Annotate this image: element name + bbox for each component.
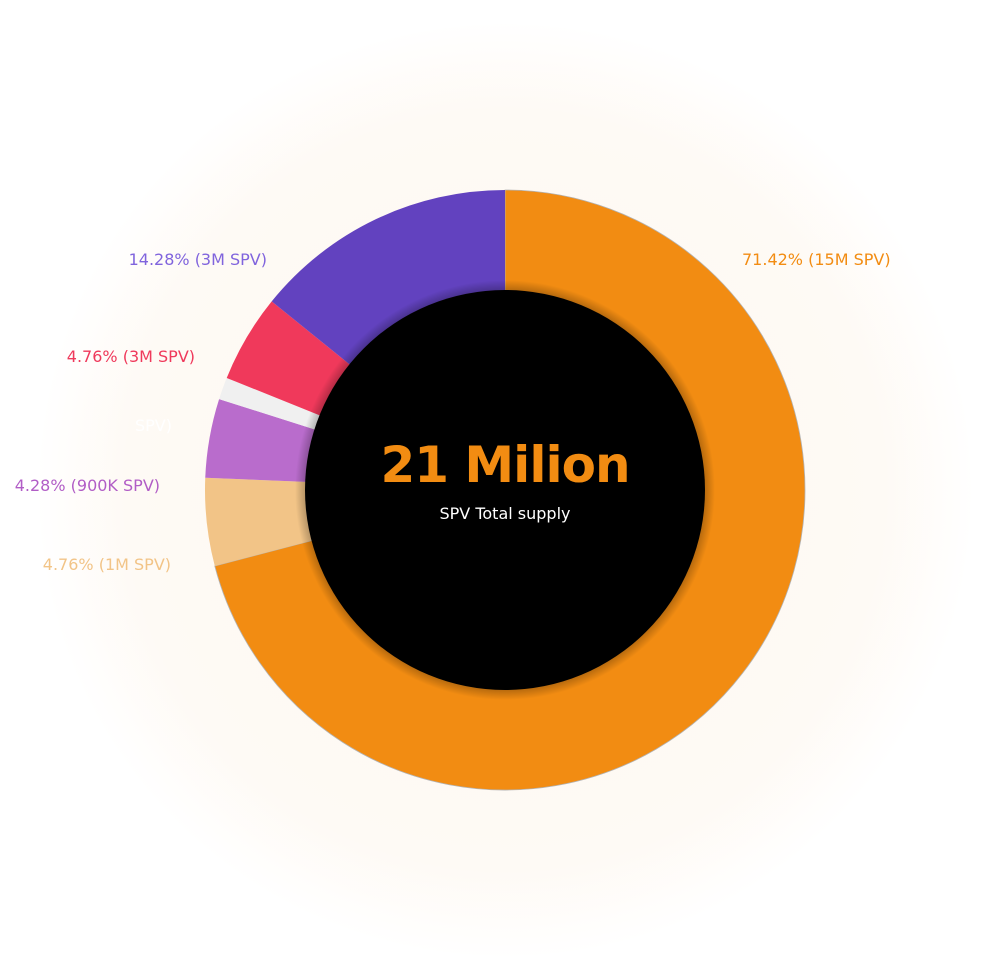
- slice-label: 71.42% (15M SPV): [742, 250, 891, 269]
- slice-label: 4.76% (1M SPV): [43, 555, 171, 574]
- slice-label: 4.76% (3M SPV): [67, 347, 195, 366]
- center-disc: [305, 290, 705, 690]
- chart-labels: 71.42% (15M SPV) 4.76% (1M SPV) 4.28% (900…: [15, 250, 891, 574]
- slice-label: SPV): [135, 416, 172, 435]
- slice-label: 4.28% (900K SPV): [15, 476, 160, 495]
- slice-label: 14.28% (3M SPV): [129, 250, 267, 269]
